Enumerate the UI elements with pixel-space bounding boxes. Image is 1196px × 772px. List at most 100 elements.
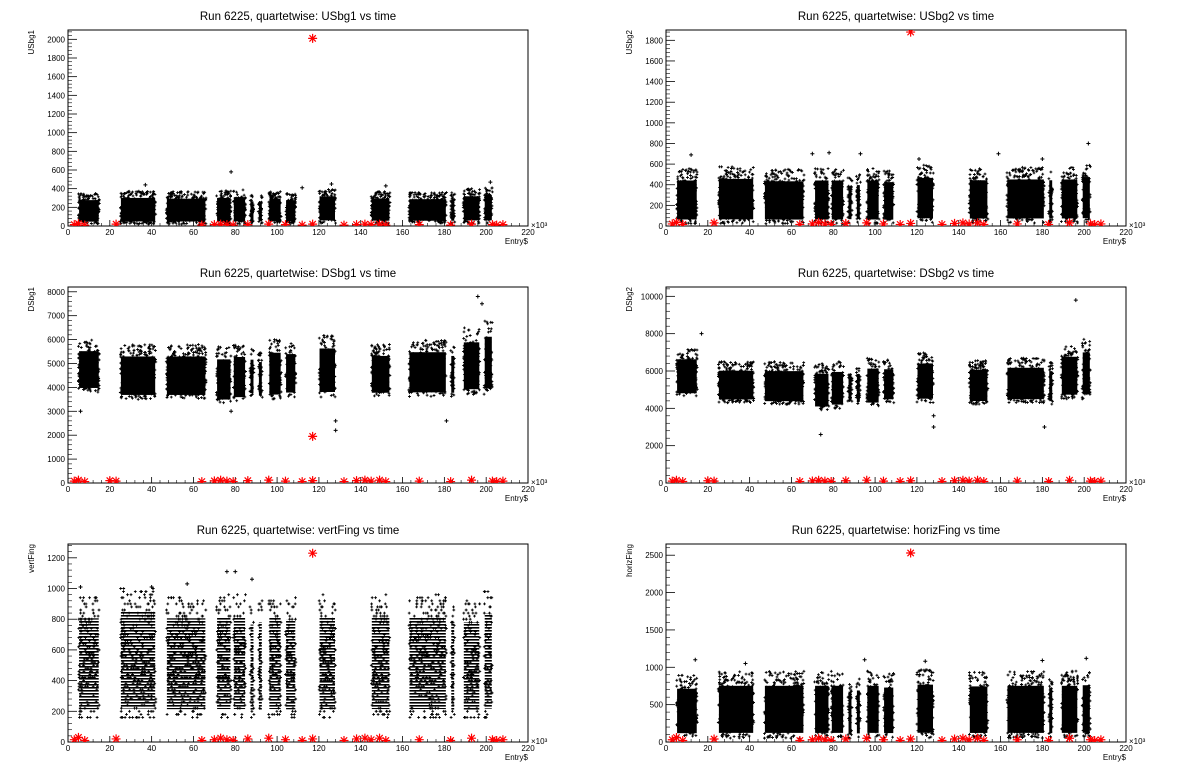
red-star-point <box>826 477 836 483</box>
red-star-point <box>216 475 226 483</box>
y-tick-label: 0 <box>659 738 664 747</box>
band-core <box>718 370 754 400</box>
y-tick-label: 8000 <box>645 330 663 339</box>
red-star-point <box>950 476 960 483</box>
y-tick-label: 0 <box>61 738 66 747</box>
x-multiplier: ×10³ <box>1129 737 1146 746</box>
red-star-point <box>979 477 989 483</box>
data-band <box>1047 361 1055 406</box>
outlier-point <box>329 182 334 186</box>
plot-area <box>667 298 1106 483</box>
x-axis-label: Entry$ <box>1103 237 1127 246</box>
band-core <box>409 352 446 393</box>
outlier-point <box>233 569 238 574</box>
x-tick-label: 120 <box>312 744 326 753</box>
band-core <box>831 685 844 733</box>
red-star-point <box>878 219 888 226</box>
red-star-point <box>814 733 824 742</box>
red-star-point <box>814 217 824 226</box>
y-axis-label: USbg2 <box>625 29 634 54</box>
red-star-point <box>1044 736 1054 742</box>
red-star-point <box>467 475 477 483</box>
x-tick-label: 120 <box>312 228 326 237</box>
red-star-point <box>228 477 238 483</box>
chart-panel: Run 6225, quartetwise: horizFing vs time… <box>625 525 1146 762</box>
red-star-point <box>1012 735 1022 742</box>
band-core <box>1061 685 1078 733</box>
red-star-point <box>906 30 916 37</box>
x-tick-label: 80 <box>829 485 838 494</box>
red-star-point <box>841 218 851 226</box>
band-core <box>1082 685 1090 733</box>
band-core <box>269 198 281 222</box>
red-star-point <box>414 220 424 226</box>
y-axis-label: USbg1 <box>27 29 36 54</box>
x-tick-label: 40 <box>745 744 754 753</box>
red-star-point <box>906 476 916 483</box>
red-star-point <box>795 477 805 483</box>
y-tick-label: 200 <box>52 203 66 212</box>
red-star-point <box>667 219 677 226</box>
data-band <box>248 193 255 225</box>
red-star-point <box>709 476 719 483</box>
x-tick-label: 80 <box>231 228 240 237</box>
y-axis-label: vertFing <box>27 544 36 573</box>
red-star-point <box>958 733 968 742</box>
y-tick-label: 1600 <box>645 57 663 66</box>
red-star-point <box>339 735 349 742</box>
band-core <box>1049 687 1053 734</box>
y-tick-label: 1600 <box>47 73 65 82</box>
x-tick-label: 220 <box>1119 485 1133 494</box>
red-star-point <box>243 734 253 742</box>
red-star-point <box>895 219 905 226</box>
y-tick-label: 1500 <box>645 626 663 635</box>
outlier-point <box>862 657 867 662</box>
data-band <box>370 343 392 398</box>
outlier-point <box>810 151 815 156</box>
chart-panel: Run 6225, quartetwise: DSbg2 vs time 0 20 4… <box>625 268 1146 503</box>
data-band <box>854 173 862 224</box>
x-tick-label: 20 <box>105 228 114 237</box>
x-axis-label: Entry$ <box>1103 753 1127 762</box>
red-star-point <box>352 734 362 742</box>
data-band <box>716 360 756 405</box>
red-star-point <box>80 220 90 226</box>
x-tick-label: 20 <box>105 744 114 753</box>
band-core <box>463 196 480 221</box>
red-star-point <box>264 219 274 226</box>
x-axis-label: Entry$ <box>505 494 529 503</box>
red-star-point <box>280 735 290 742</box>
outlier-point <box>224 569 229 574</box>
plot-frame <box>67 29 529 227</box>
y-tick-label: 800 <box>650 139 664 148</box>
x-tick-label: 0 <box>66 485 71 494</box>
data-band <box>967 359 990 406</box>
band-core <box>815 373 829 407</box>
red-star-point <box>671 733 681 742</box>
band-core <box>409 617 446 710</box>
red-star-point <box>73 219 83 226</box>
red-star-point <box>197 220 207 226</box>
red-star-point <box>80 477 90 483</box>
red-star-point <box>308 734 318 742</box>
data-band <box>77 192 101 226</box>
red-star-point <box>492 220 502 226</box>
plot-area <box>69 294 508 483</box>
data-band <box>317 593 337 719</box>
x-tick-label: 40 <box>147 485 156 494</box>
x-tick-label: 60 <box>189 228 198 237</box>
red-star-point <box>906 734 916 742</box>
x-tick-label: 120 <box>910 228 924 237</box>
band-core <box>319 348 336 392</box>
x-tick-label: 160 <box>994 744 1008 753</box>
band-core <box>217 197 231 222</box>
red-star-point <box>69 735 79 742</box>
data-band <box>461 187 482 225</box>
data-band <box>482 186 494 225</box>
band-core <box>969 369 988 402</box>
red-star-point <box>979 736 989 742</box>
band-core <box>286 200 296 222</box>
x-tick-label: 220 <box>521 228 535 237</box>
y-tick-label: 1000 <box>47 455 65 464</box>
red-star-point <box>826 736 836 742</box>
